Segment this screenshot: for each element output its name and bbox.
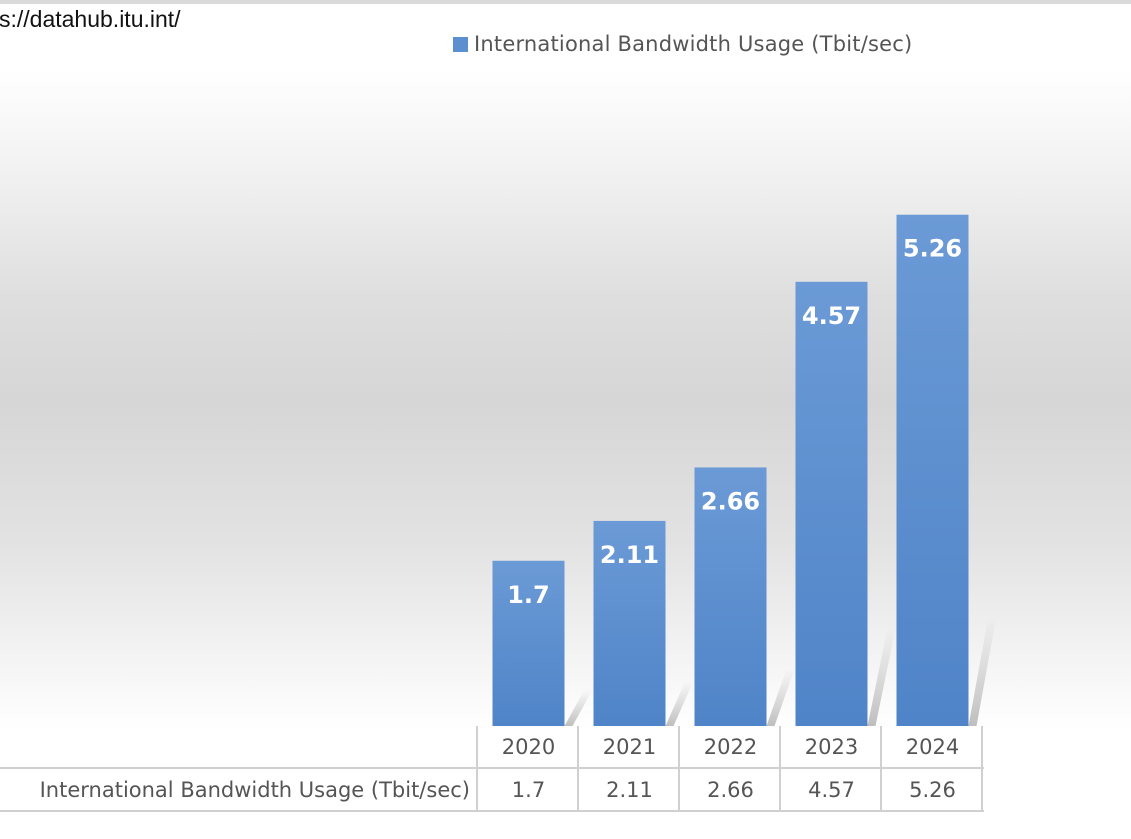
- bar-2024: [896, 214, 969, 726]
- bar-shadow: [665, 680, 694, 726]
- table-value-2024: 5.26: [909, 778, 956, 802]
- table-value-2023: 4.57: [808, 778, 855, 802]
- data-labels-group: 1.7 2.11 2.66 4.57 5.26: [507, 235, 962, 609]
- category-label-2023: 2023: [805, 735, 858, 759]
- legend-label: International Bandwidth Usage (Tbit/sec): [474, 32, 913, 56]
- table-value-2022: 2.66: [707, 778, 754, 802]
- category-label-2021: 2021: [603, 735, 656, 759]
- bar-2021: [593, 520, 666, 726]
- bar-shadow: [867, 628, 896, 726]
- source-url: s://datahub.itu.int/: [0, 6, 181, 32]
- bar-shadow: [766, 669, 795, 726]
- table-value-2020: 1.7: [512, 778, 545, 802]
- data-label-2020: 1.7: [507, 581, 550, 609]
- bar-2020: [492, 560, 565, 726]
- table-row-label: International Bandwidth Usage (Tbit/sec): [40, 778, 470, 802]
- bar-2023: [795, 281, 868, 726]
- category-label-2024: 2024: [906, 735, 959, 759]
- bars-group: [492, 214, 969, 726]
- bar-shadow: [564, 689, 593, 726]
- table-value-2021: 2.11: [606, 778, 653, 802]
- data-label-2024: 5.26: [903, 235, 962, 263]
- bar-shadows: [564, 616, 997, 726]
- legend-swatch: [453, 36, 468, 52]
- top-border: [0, 0, 1131, 4]
- bar-2022: [694, 467, 767, 726]
- legend: International Bandwidth Usage (Tbit/sec): [453, 32, 912, 56]
- category-label-2020: 2020: [502, 735, 555, 759]
- data-label-2023: 4.57: [802, 302, 861, 330]
- data-table: 2020 2021 2022 2023 2024 International Bandwi…: [0, 726, 984, 812]
- bar-shadow: [968, 616, 997, 726]
- data-label-2021: 2.11: [600, 541, 659, 569]
- data-label-2022: 2.66: [701, 487, 760, 515]
- category-label-2022: 2022: [704, 735, 757, 759]
